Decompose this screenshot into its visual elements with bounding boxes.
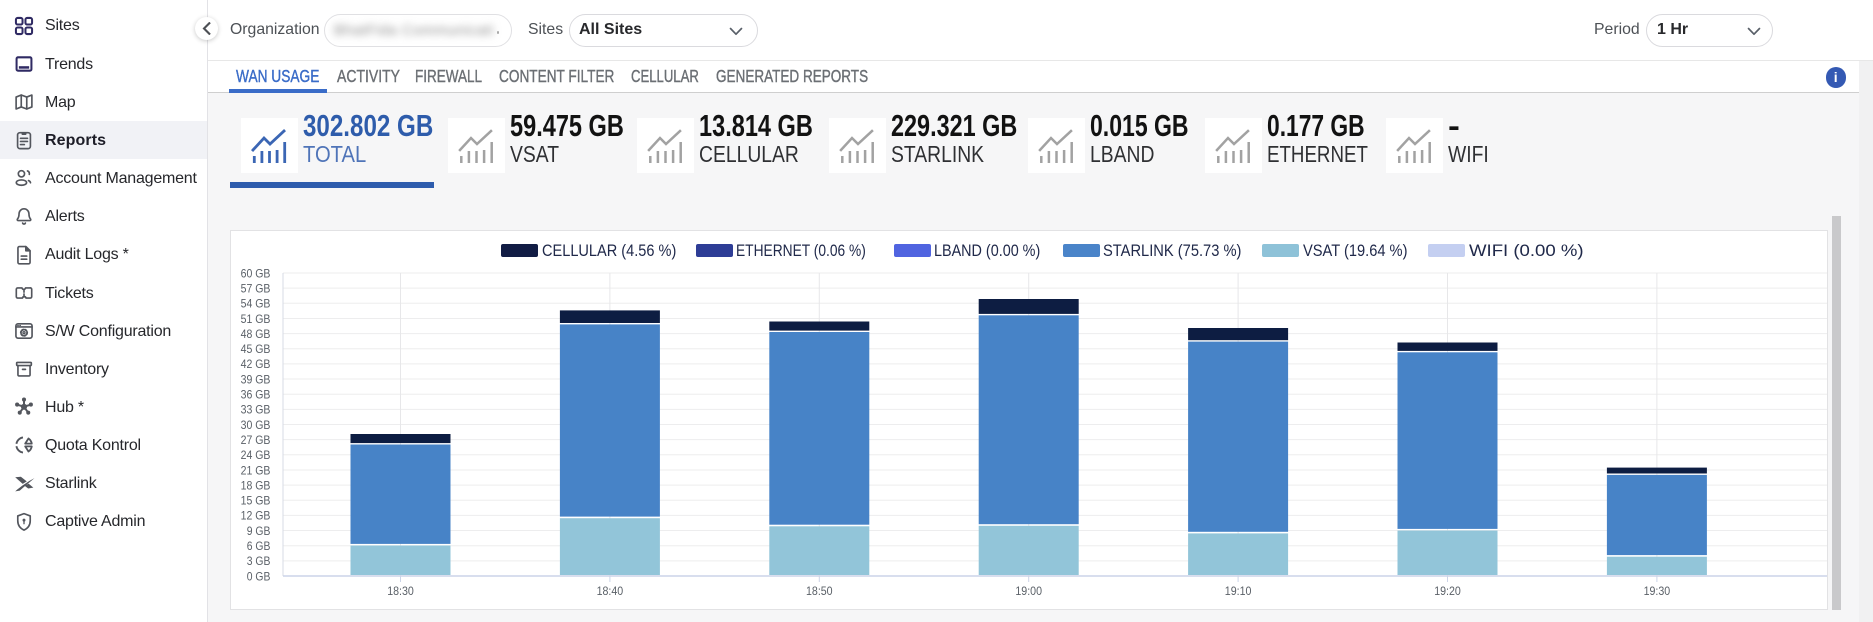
svg-text:18:40: 18:40 — [597, 584, 624, 598]
svg-text:24 GB: 24 GB — [241, 448, 271, 462]
svg-text:45 GB: 45 GB — [241, 342, 271, 356]
svg-text:60 GB: 60 GB — [241, 266, 271, 280]
svg-text:27 GB: 27 GB — [241, 433, 271, 447]
svg-text:51 GB: 51 GB — [241, 312, 271, 326]
svg-text:18:30: 18:30 — [387, 584, 414, 598]
svg-text:9 GB: 9 GB — [247, 524, 271, 538]
svg-text:12 GB: 12 GB — [241, 509, 271, 523]
svg-text:19:20: 19:20 — [1434, 584, 1461, 598]
svg-text:57 GB: 57 GB — [241, 281, 271, 295]
svg-text:3 GB: 3 GB — [247, 554, 271, 568]
svg-text:48 GB: 48 GB — [241, 327, 271, 341]
svg-text:54 GB: 54 GB — [241, 297, 271, 311]
svg-text:19:00: 19:00 — [1015, 584, 1042, 598]
svg-text:33 GB: 33 GB — [241, 403, 271, 417]
svg-text:15 GB: 15 GB — [241, 494, 271, 508]
svg-text:19:10: 19:10 — [1225, 584, 1252, 598]
svg-text:42 GB: 42 GB — [241, 357, 271, 371]
svg-text:39 GB: 39 GB — [241, 372, 271, 386]
svg-text:21 GB: 21 GB — [241, 463, 271, 477]
svg-text:30 GB: 30 GB — [241, 418, 271, 432]
svg-text:6 GB: 6 GB — [247, 539, 271, 553]
svg-text:18 GB: 18 GB — [241, 478, 271, 492]
svg-text:36 GB: 36 GB — [241, 388, 271, 402]
svg-text:0 GB: 0 GB — [247, 569, 271, 583]
svg-text:18:50: 18:50 — [806, 584, 833, 598]
svg-text:19:30: 19:30 — [1644, 584, 1671, 598]
